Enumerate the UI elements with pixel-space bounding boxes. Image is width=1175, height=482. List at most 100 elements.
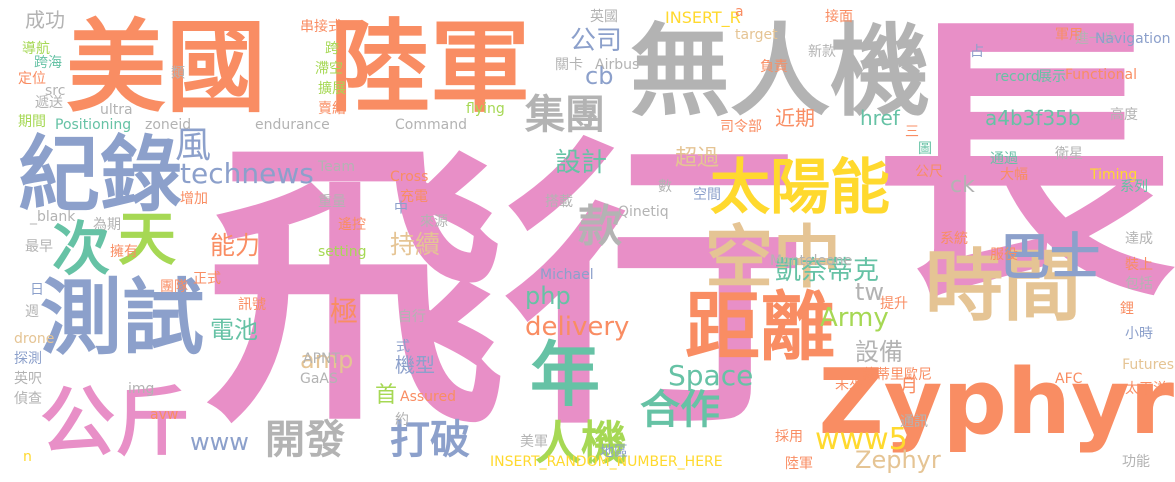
cloud-word: 期間 [18,114,46,130]
cloud-word: INSERT_RANDOM_NUMBER_HERE [490,454,723,470]
cloud-word: 首 [375,383,398,408]
cloud-word: 串接式 [300,19,342,35]
cloud-word: 新款 [808,44,836,60]
cloud-word: INSERT_R [665,8,741,27]
cloud-word: 遙控 [338,217,366,233]
cloud-word: Army [820,303,889,333]
cloud-word: Cross [390,169,429,185]
cloud-word: Michael [540,267,594,283]
cloud-word: Positioning [55,117,132,133]
cloud-word: APNT [303,351,341,367]
cloud-word: Command [395,117,467,133]
cloud-word: Monteleone [770,253,853,269]
cloud-word: 三 [905,124,919,140]
cloud-word: a [735,4,744,20]
cloud-word: 設計 [555,148,608,178]
cloud-word: 打破 [390,417,470,463]
cloud-word: 設備 [855,338,903,366]
cloud-word: 進一步 [1075,31,1117,47]
cloud-word: ultra [100,102,133,118]
cloud-word: 超過 [675,146,720,171]
cloud-word: 持續 [390,230,441,259]
cloud-word: 高度 [1110,107,1138,123]
cloud-word: setting [318,244,367,260]
cloud-word: Space [668,359,754,392]
cloud-word: 定位 [18,71,46,87]
cloud-word: drone [14,331,55,347]
cloud-word: target [735,27,778,43]
cloud-word: 美國 [66,9,266,126]
cloud-word: 機型 [395,353,435,377]
cloud-word: 賣給 [318,101,346,117]
cloud-word: 式 [396,339,410,355]
cloud-word: 偵查 [14,391,42,407]
cloud-word: Zephyr [855,446,941,474]
cloud-word: 未來 [835,377,863,393]
cloud-word: 達成 [1125,231,1153,247]
cloud-word: technews [180,157,314,190]
cloud-word: zoneid [145,117,192,133]
cloud-word: Zyphyr [818,350,1174,455]
cloud-word: 來源 [420,214,448,230]
cloud-word: 衛星 [1055,146,1083,162]
cloud-word: 系統 [940,231,968,247]
cloud-word: 巴士 [1000,228,1100,286]
cloud-word: 滯空 [315,61,343,77]
cloud-word: 占 [970,44,984,60]
cloud-word: 公尺 [915,164,943,180]
cloud-word: Assured [400,389,456,405]
cloud-word: 重量 [318,194,346,210]
cloud-word: 關卡 [555,57,583,73]
cloud-word: 風 [175,125,212,166]
cloud-word: 近期 [775,106,815,130]
cloud-word: 太陽能 [710,153,890,223]
cloud-word: 正式 [193,271,221,287]
cloud-word: 測試 [40,271,205,366]
cloud-word: 極 [330,295,359,328]
cloud-word: 集團 [525,92,605,138]
cloud-word: 合作 [640,387,720,433]
cloud-word: cb [585,62,614,90]
cloud-word: 公司 [570,26,623,56]
cloud-word: Navigation [1095,31,1171,47]
cloud-word: 人機 [535,416,627,470]
cloud-word: 負責 [760,59,788,75]
cloud-word: endurance [255,117,330,133]
cloud-word: 提升 [880,296,908,312]
cloud-word: 採用 [775,429,803,445]
cloud-word: 空間 [693,187,721,203]
cloud-word: 司令部 [720,119,762,135]
cloud-word: 為期 [93,217,121,233]
cloud-word: href [860,106,900,130]
cloud-word: 擁有 [110,244,138,260]
cloud-word: 跨海 [34,55,62,71]
cloud-word: Timing [1090,167,1138,183]
cloud-word: 系列 [1120,179,1148,195]
cloud-word: 太平洋 [1125,381,1167,397]
cloud-word: 數 [658,179,672,195]
cloud-word: amp [300,346,354,374]
cloud-word: 公斤 [40,378,191,466]
cloud-word: 自行 [398,309,426,325]
cloud-word: 功能 [1122,454,1150,470]
cloud-word: 接面 [825,9,853,25]
cloud-word: 凱奈蒂克 [775,256,880,286]
cloud-word: 款 [578,201,622,252]
cloud-word: php [525,282,571,310]
cloud-word: 陸軍 [330,9,530,126]
cloud-word: 遞送 [35,95,63,111]
cloud-word: _blank [30,209,76,225]
cloud-word: www [190,428,249,456]
cloud-word: 電池 [210,316,258,344]
cloud-word: 展示 [1038,69,1066,85]
cloud-word: 充電 [400,189,428,205]
cloud-word: Team [318,159,356,175]
cloud-word: 能力 [210,231,261,260]
cloud-word: 週 [25,304,39,320]
cloud-word: 年 [530,334,600,416]
cloud-word: 增加 [180,191,208,207]
cloud-word: 探測 [14,351,42,367]
cloud-word: 跨 [325,41,339,57]
cloud-word: Futures [1122,357,1174,373]
